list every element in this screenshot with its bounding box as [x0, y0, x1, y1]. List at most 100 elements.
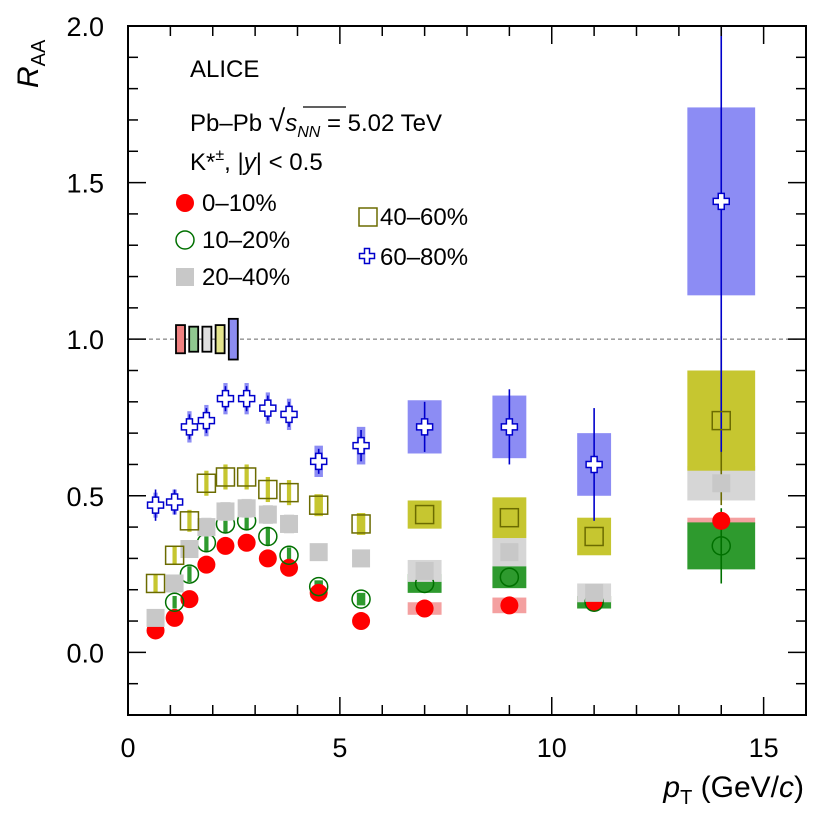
marker-series-0: [352, 612, 371, 631]
legend-label-0-10: 0–10%: [202, 190, 277, 217]
legend-label-10-20: 10–20%: [202, 227, 290, 254]
marker-series-0: [180, 590, 199, 609]
legend-marker-0-10: [176, 194, 194, 212]
marker-series-4: [500, 418, 519, 436]
rapidity-pre: , |: [224, 149, 244, 176]
x-tick-label: 15: [749, 733, 779, 763]
particle-label: K*±, |y| < 0.5: [190, 147, 323, 176]
particle-sup: ±: [215, 147, 224, 164]
syst-box-series-3: [577, 517, 612, 556]
marker-series-2: [712, 474, 731, 493]
syst-box-series-3: [492, 497, 527, 539]
syst-box-series-1: [187, 566, 192, 582]
legend-label-20-40: 20–40%: [202, 264, 290, 291]
syst-box-series-3: [407, 500, 442, 529]
marker-series-1: [499, 567, 520, 587]
marker-series-1: [351, 589, 371, 609]
marker-series-2: [180, 540, 199, 559]
syst-box-series-3: [172, 545, 177, 565]
syst-box-series-1: [204, 533, 209, 553]
syst-box-series-1: [172, 595, 177, 609]
syst-box-series-3: [356, 512, 366, 535]
syst-box-series-3: [265, 476, 270, 503]
rapidity-var: y: [242, 149, 258, 176]
energy-var: s: [285, 110, 297, 137]
marker-series-3: [236, 467, 257, 487]
syst-box-series-3: [204, 470, 209, 496]
x-axis-unit-open: (GeV/: [692, 771, 779, 804]
marker-series-2: [165, 574, 184, 593]
marker-series-2: [280, 514, 299, 533]
legend-marker-20-40: [176, 268, 194, 286]
marker-series-4: [237, 389, 256, 408]
legend-marker-60-80: [358, 247, 376, 265]
marker-series-0: [500, 596, 519, 615]
marker-series-2: [415, 561, 434, 580]
marker-series-1: [179, 564, 200, 584]
legend: 0–10% 10–20% 20–40% 40–60% 60–80%: [175, 190, 468, 291]
marker-series-3: [179, 511, 200, 531]
y-tick-label: 1.5: [66, 169, 104, 199]
sqrt-symbol: √: [269, 105, 286, 138]
marker-series-1: [308, 576, 329, 597]
syst-box-series-1: [492, 566, 527, 589]
x-axis-sub: T: [680, 787, 692, 809]
marker-series-2: [258, 505, 277, 524]
norm-box-4: [227, 317, 239, 361]
x-tick-label: 5: [332, 733, 347, 763]
marker-series-4: [712, 192, 730, 211]
marker-series-3: [279, 482, 299, 503]
marker-series-2: [237, 499, 256, 518]
axis-ticks-layer: [127, 25, 807, 716]
marker-series-3: [164, 545, 185, 566]
x-tick-label: 10: [537, 733, 567, 763]
marker-series-2: [146, 608, 165, 627]
y-tick-label: 1.0: [66, 325, 104, 355]
system-prefix: Pb–Pb: [190, 110, 269, 137]
marker-series-3: [215, 467, 236, 487]
marker-series-0: [415, 599, 434, 618]
x-tick-label: 0: [120, 733, 135, 763]
marker-series-4: [352, 436, 370, 455]
syst-box-series-1: [223, 514, 228, 534]
marker-series-0: [237, 533, 256, 552]
legend-label-60-80: 60–80%: [380, 244, 468, 271]
marker-series-2: [585, 583, 604, 602]
rapidity-post: | < 0.5: [256, 149, 323, 176]
syst-box-series-1: [244, 511, 249, 531]
marker-series-0: [165, 608, 184, 627]
legend-marker-10-20: [175, 230, 195, 250]
marker-series-4: [165, 493, 184, 511]
normalization-boxes-layer: [175, 317, 239, 361]
norm-box-2: [201, 325, 213, 353]
marker-series-2: [352, 549, 371, 568]
marker-series-0: [216, 536, 235, 555]
marker-series-3: [258, 479, 278, 500]
marker-series-4: [280, 405, 298, 424]
tick-labels-layer: 0 5 10 15 0.0 0.5 1.0 1.5 2.0: [66, 12, 778, 763]
marker-series-2: [197, 518, 216, 537]
syst-box-series-1: [286, 547, 292, 564]
marker-series-3: [351, 514, 371, 534]
systematic-boxes-layer: [150, 107, 756, 634]
syst-box-series-1: [356, 592, 366, 606]
marker-series-4: [309, 452, 328, 471]
marker-series-4: [259, 399, 277, 417]
y-axis-sub: AA: [28, 39, 50, 66]
marker-series-0: [197, 555, 216, 574]
y-tick-label: 0.5: [66, 482, 104, 512]
norm-box-3: [214, 324, 226, 355]
marker-series-1: [164, 592, 185, 613]
marker-series-3: [711, 410, 731, 431]
marker-series-3: [145, 573, 166, 594]
particle-base: K*: [190, 149, 215, 176]
legend-marker-40-60: [358, 207, 378, 227]
y-tick-label: 0.0: [66, 638, 104, 668]
marker-series-4: [180, 418, 199, 436]
marker-series-0: [309, 583, 328, 602]
marker-series-4: [585, 455, 603, 474]
marker-series-2: [500, 543, 519, 562]
experiment-label: ALICE: [190, 56, 259, 83]
marker-series-1: [279, 545, 299, 566]
marker-series-3: [499, 507, 520, 528]
